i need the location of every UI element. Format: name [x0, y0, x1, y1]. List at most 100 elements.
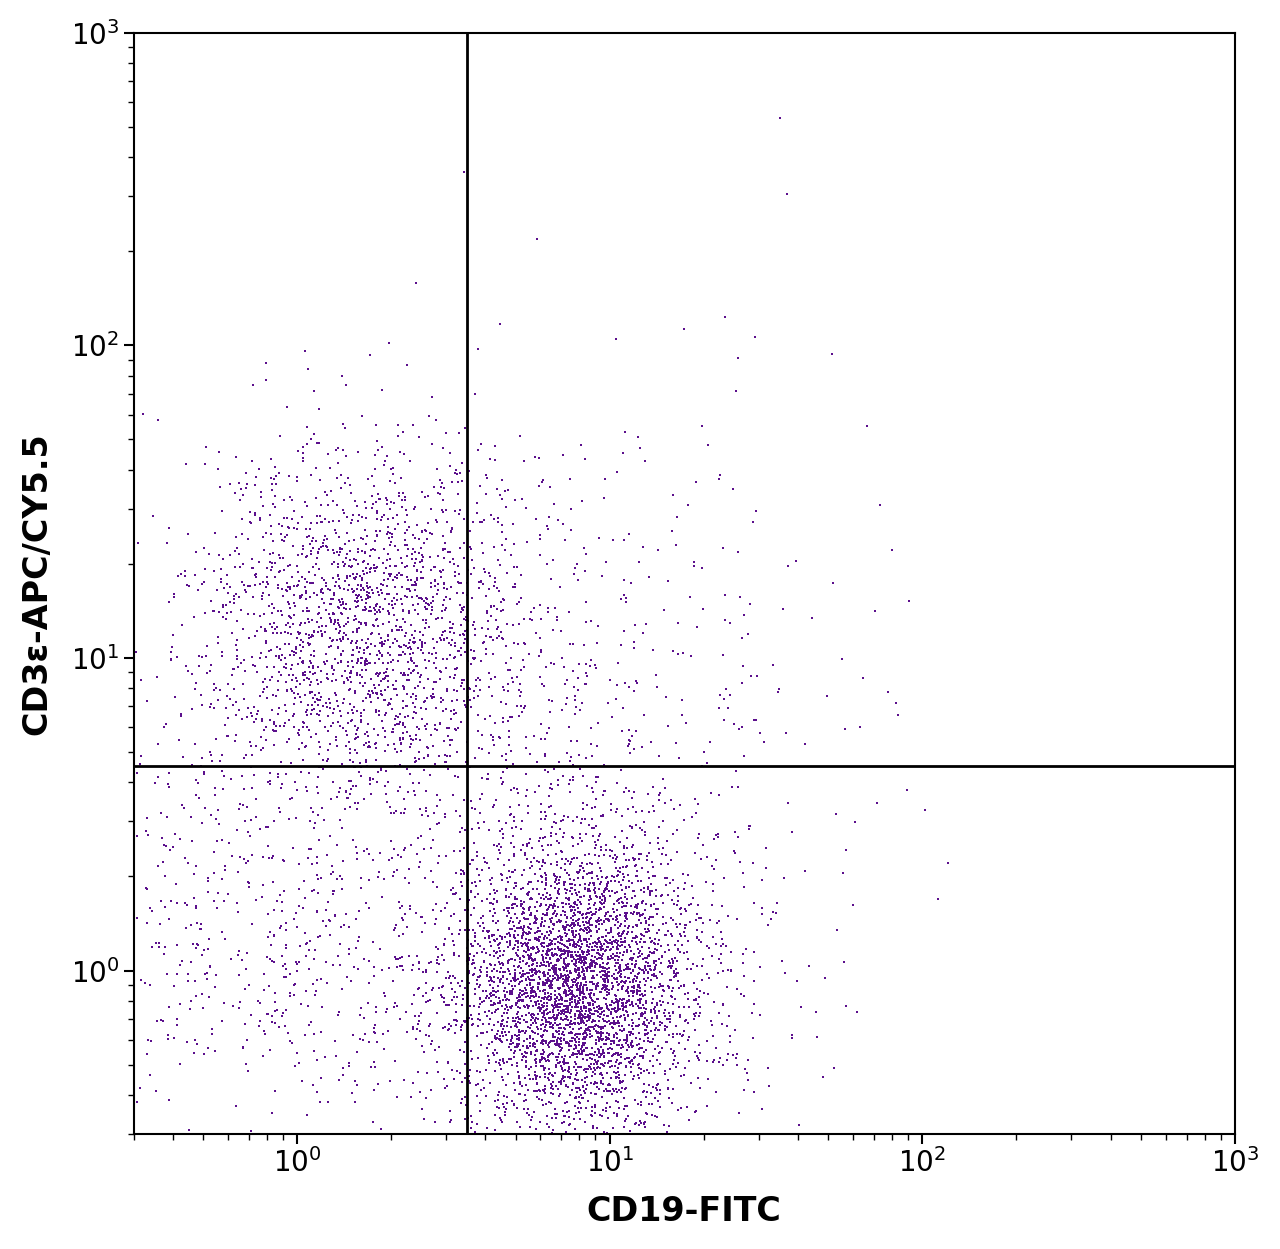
Point: [580, 1005, 600, 1025]
Point: [347, 702, 367, 722]
Point: [509, 963, 530, 983]
Point: [727, 827, 748, 847]
Point: [579, 889, 599, 909]
Point: [566, 975, 586, 995]
Point: [321, 590, 342, 610]
Point: [520, 1105, 540, 1125]
Point: [613, 993, 634, 1013]
Point: [609, 1017, 630, 1037]
Point: [576, 1023, 596, 1043]
Point: [559, 934, 580, 954]
Point: [507, 779, 527, 799]
Point: [490, 843, 511, 863]
Point: [581, 1059, 602, 1079]
Point: [500, 964, 521, 984]
Point: [268, 767, 288, 787]
Point: [339, 739, 360, 759]
Point: [221, 664, 242, 684]
Point: [161, 891, 182, 911]
Point: [552, 945, 572, 965]
Point: [543, 960, 563, 980]
Point: [595, 781, 616, 801]
Point: [480, 567, 500, 587]
Point: [431, 477, 452, 497]
Point: [576, 918, 596, 938]
Point: [650, 936, 671, 955]
Point: [356, 752, 376, 772]
Point: [557, 969, 577, 989]
Point: [554, 1009, 575, 1029]
Point: [269, 798, 289, 818]
Point: [634, 878, 654, 898]
Point: [590, 898, 611, 918]
Point: [296, 547, 316, 567]
Point: [512, 1022, 532, 1042]
Point: [553, 1072, 573, 1092]
Point: [549, 960, 570, 980]
Point: [620, 743, 640, 763]
Point: [490, 822, 511, 842]
Point: [424, 978, 444, 998]
Point: [301, 531, 321, 551]
Point: [436, 648, 457, 668]
Point: [579, 1020, 599, 1040]
Point: [306, 723, 326, 743]
Point: [307, 869, 328, 889]
Point: [425, 571, 445, 591]
Point: [632, 994, 653, 1014]
Point: [549, 1084, 570, 1104]
Point: [506, 1015, 526, 1035]
Point: [566, 1065, 586, 1085]
Point: [529, 987, 549, 1007]
Point: [307, 657, 328, 677]
Point: [401, 733, 421, 753]
Point: [461, 1118, 481, 1138]
Point: [541, 958, 562, 978]
Point: [657, 868, 677, 888]
Point: [618, 978, 639, 998]
Point: [479, 893, 499, 913]
Point: [622, 977, 643, 997]
Point: [634, 969, 654, 989]
Point: [474, 848, 494, 868]
Point: [564, 1035, 585, 1055]
Point: [534, 988, 554, 1008]
Point: [623, 977, 644, 997]
Point: [526, 987, 547, 1007]
Point: [471, 651, 492, 671]
Point: [323, 540, 343, 560]
Point: [575, 1112, 595, 1132]
Point: [643, 852, 663, 872]
Point: [255, 621, 275, 641]
Point: [493, 708, 513, 728]
Point: [566, 937, 586, 957]
Point: [591, 891, 612, 911]
Point: [406, 703, 426, 723]
Point: [744, 994, 764, 1014]
Point: [294, 662, 315, 682]
Point: [493, 1094, 513, 1114]
Point: [516, 934, 536, 954]
Point: [598, 938, 618, 958]
Point: [509, 983, 530, 1003]
Point: [549, 984, 570, 1004]
Point: [346, 567, 366, 587]
Point: [490, 1029, 511, 1049]
Point: [497, 497, 517, 517]
Point: [534, 928, 554, 948]
Point: [673, 879, 694, 899]
Point: [261, 525, 282, 545]
Point: [586, 1073, 607, 1093]
Point: [635, 1020, 655, 1040]
Point: [589, 1064, 609, 1084]
Point: [283, 536, 303, 556]
Point: [305, 565, 325, 585]
Point: [621, 980, 641, 1000]
Point: [157, 1029, 178, 1049]
Point: [330, 621, 351, 641]
Point: [552, 849, 572, 869]
Point: [196, 969, 216, 989]
Point: [530, 1112, 550, 1132]
Point: [365, 1015, 385, 1035]
Point: [698, 436, 718, 456]
